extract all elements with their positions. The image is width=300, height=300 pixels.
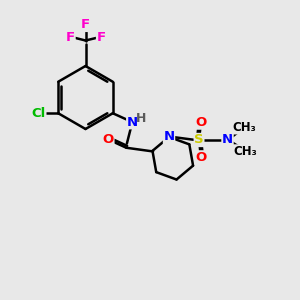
Text: Cl: Cl bbox=[32, 107, 46, 120]
Text: O: O bbox=[195, 116, 206, 129]
Text: F: F bbox=[66, 31, 75, 44]
Text: N: N bbox=[127, 116, 138, 129]
Text: N: N bbox=[222, 134, 233, 146]
Text: O: O bbox=[195, 151, 206, 164]
Text: F: F bbox=[81, 18, 90, 32]
Text: H: H bbox=[136, 112, 146, 125]
Text: O: O bbox=[103, 133, 114, 146]
Text: CH₃: CH₃ bbox=[232, 121, 256, 134]
Text: N: N bbox=[164, 130, 175, 143]
Text: F: F bbox=[97, 31, 106, 44]
Text: S: S bbox=[194, 134, 204, 146]
Text: CH₃: CH₃ bbox=[234, 145, 257, 158]
